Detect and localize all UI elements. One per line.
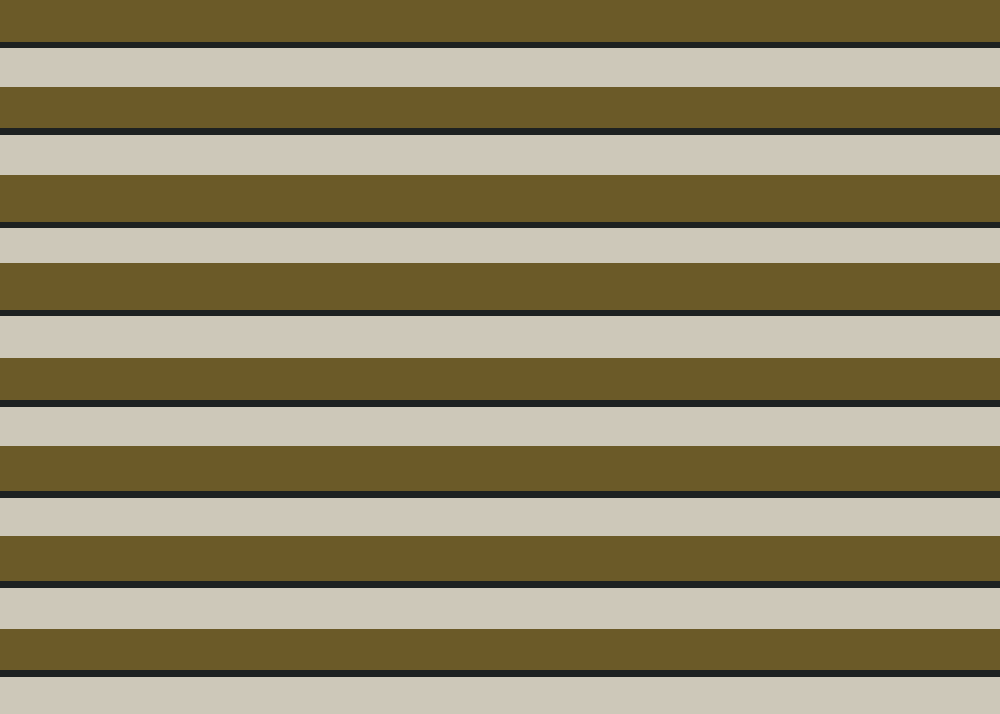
stripe-olive: [0, 358, 1000, 400]
divider-line: [0, 581, 1000, 588]
stripe-olive: [0, 87, 1000, 128]
stripe-olive: [0, 263, 1000, 310]
stripe-beige: [0, 316, 1000, 358]
stripe-beige: [0, 135, 1000, 175]
stripe-olive: [0, 175, 1000, 222]
divider-line: [0, 128, 1000, 135]
divider-line: [0, 400, 1000, 407]
stripe-beige: [0, 677, 1000, 714]
stripe-beige: [0, 498, 1000, 536]
divider-line: [0, 310, 1000, 316]
stripe-olive: [0, 0, 1000, 42]
stripe-beige: [0, 228, 1000, 263]
divider-line: [0, 222, 1000, 228]
stripe-beige: [0, 407, 1000, 446]
stripe-olive: [0, 446, 1000, 491]
stripe-olive: [0, 629, 1000, 670]
stripe-olive: [0, 536, 1000, 581]
divider-line: [0, 491, 1000, 498]
divider-line: [0, 42, 1000, 48]
stripe-beige: [0, 48, 1000, 87]
divider-line: [0, 670, 1000, 677]
stripe-beige: [0, 588, 1000, 629]
